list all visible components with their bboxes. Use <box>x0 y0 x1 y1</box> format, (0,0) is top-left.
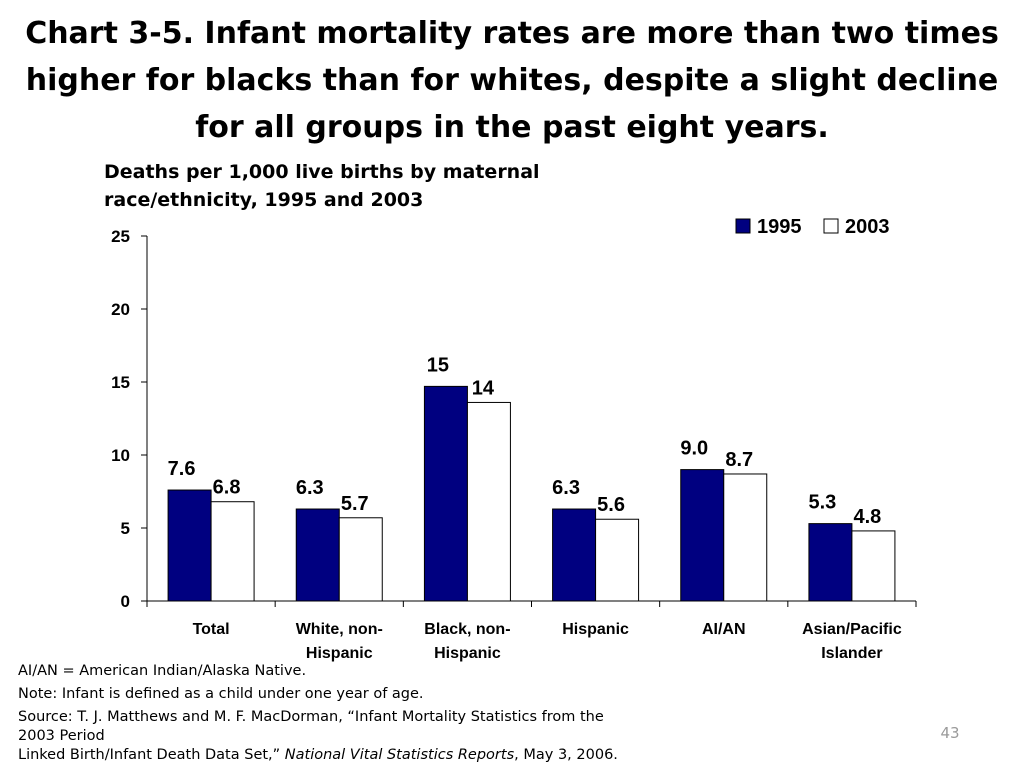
data-label: 4.8 <box>854 506 882 528</box>
abbreviation-note: AI/AN = American Indian/Alaska Native. <box>18 663 307 679</box>
data-label: 14 <box>472 377 495 399</box>
legend-label: 1995 <box>757 216 802 238</box>
definition-note: Note: Infant is defined as a child under… <box>18 686 424 702</box>
source-note: Source: T. J. Matthews and M. F. MacDorm… <box>18 708 738 765</box>
page-number: 43 <box>940 724 960 742</box>
chart-notes: AI/AN = American Indian/Alaska Native. N… <box>18 662 738 769</box>
x-tick-label: Asian/Pacific <box>802 621 902 638</box>
y-tick-label: 5 <box>121 519 130 538</box>
source-date: , May 3, 2006. <box>514 747 618 763</box>
slide-title: Chart 3-5. Infant mortality rates are mo… <box>25 16 999 145</box>
data-label: 6.3 <box>296 477 324 499</box>
bar-2003 <box>338 517 383 602</box>
legend-swatch <box>823 218 839 234</box>
x-tick-label: Islander <box>821 645 882 662</box>
x-tick-label: Hispanic <box>306 645 373 662</box>
bar-2003 <box>595 518 640 602</box>
bar-2003 <box>851 530 896 602</box>
bar-2003 <box>466 401 511 602</box>
bar-2003 <box>723 473 768 602</box>
x-tick-label: AI/AN <box>702 621 746 638</box>
x-tick-label: White, non- <box>296 621 383 638</box>
bar-1995 <box>167 489 212 602</box>
source-line-3: Linked Birth/Infant Death Data Set,” <box>18 747 281 763</box>
y-tick-label: 25 <box>111 227 130 246</box>
data-label: 7.6 <box>168 458 196 480</box>
y-tick-label: 20 <box>111 300 130 319</box>
y-tick-label: 10 <box>111 446 130 465</box>
data-label: 15 <box>427 354 449 376</box>
y-tick-label: 15 <box>111 373 130 392</box>
x-tick-label: Total <box>193 621 230 638</box>
x-tick-label: Black, non- <box>424 621 510 638</box>
legend-swatch <box>735 218 751 234</box>
data-label: 5.7 <box>341 493 369 515</box>
bar-1995 <box>680 469 725 602</box>
x-tick-label: Hispanic <box>434 645 501 662</box>
x-tick-label: Hispanic <box>562 621 629 638</box>
data-label: 5.6 <box>597 494 625 516</box>
data-label: 5.3 <box>809 492 837 514</box>
source-line-2: 2003 Period <box>18 728 105 744</box>
data-label: 8.7 <box>725 449 753 471</box>
source-journal: National Vital Statistics Reports <box>284 747 515 763</box>
data-label: 6.3 <box>552 477 580 499</box>
chart-title: Deaths per 1,000 live births by maternal… <box>104 161 540 211</box>
bar-1995 <box>552 508 597 602</box>
bar-2003 <box>210 501 255 602</box>
bar-1995 <box>295 508 340 602</box>
data-label: 9.0 <box>680 438 708 460</box>
bar-1995 <box>808 523 853 602</box>
legend-label: 2003 <box>845 216 890 238</box>
data-label: 6.8 <box>213 477 241 499</box>
bar-1995 <box>423 385 468 602</box>
source-line-1: Source: T. J. Matthews and M. F. MacDorm… <box>18 709 604 725</box>
y-tick-label: 0 <box>121 592 130 611</box>
